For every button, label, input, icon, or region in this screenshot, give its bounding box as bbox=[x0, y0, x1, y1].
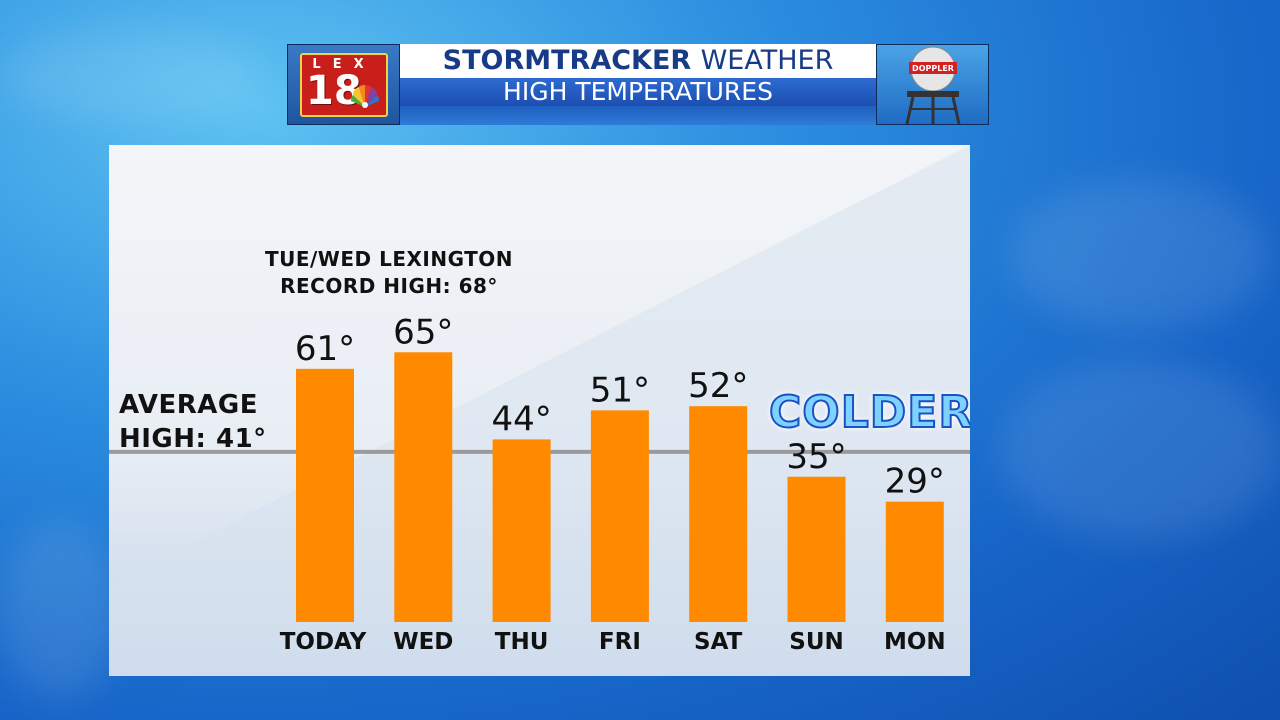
value-label-thu: 44° bbox=[491, 399, 551, 439]
background-cloud bbox=[1000, 360, 1280, 540]
bar-sat bbox=[689, 406, 748, 622]
doppler-radar-logo: DOPPLER bbox=[876, 44, 989, 125]
bar-sun bbox=[787, 476, 846, 622]
category-label-fri: FRI bbox=[599, 629, 641, 655]
average-line1: AVERAGE bbox=[119, 390, 258, 420]
title-banner: STORMTRACKER WEATHER HIGH TEMPERATURES bbox=[400, 44, 876, 125]
title-rest: WEATHER bbox=[700, 45, 834, 76]
radar-text: DOPPLER bbox=[912, 64, 954, 73]
category-label-mon: MON bbox=[884, 629, 946, 655]
title-strip bbox=[400, 106, 876, 125]
bar-chart: 61° TODAY 65° WED 44° THU 51° FRI 52° SAT 35° SUN 29… bbox=[109, 312, 970, 655]
record-note-line1: TUE/WED LEXINGTON bbox=[264, 247, 514, 271]
average-high-label: AVERAGE HIGH: 41° bbox=[119, 388, 267, 456]
station-logo: LEX 18 bbox=[287, 44, 400, 125]
category-label-thu: THU bbox=[495, 629, 549, 655]
background-cloud bbox=[1010, 180, 1270, 330]
bar-mon bbox=[885, 501, 944, 622]
value-label-sun: 35° bbox=[786, 437, 846, 477]
colder-callout: COLDER bbox=[768, 386, 970, 439]
value-label-today: 61° bbox=[295, 329, 355, 369]
bar-wed bbox=[394, 352, 453, 622]
bar-fri bbox=[590, 410, 649, 622]
graphic-header: LEX 18 STORMTRACKER WEATHER HIGH TEMPERA… bbox=[287, 44, 989, 125]
category-label-today: TODAY bbox=[280, 629, 367, 655]
category-label-sun: SUN bbox=[789, 629, 844, 655]
record-high-note: TUE/WED LEXINGTON RECORD HIGH: 68° bbox=[239, 246, 539, 300]
value-label-fri: 51° bbox=[590, 370, 650, 410]
title-bold: STORMTRACKER bbox=[442, 45, 692, 76]
radar-tower-icon: DOPPLER bbox=[905, 46, 961, 124]
average-line2: HIGH: 41° bbox=[119, 424, 267, 454]
bar-thu bbox=[492, 439, 551, 622]
page-subtitle: HIGH TEMPERATURES bbox=[400, 78, 876, 106]
logo-lex-text: LEX bbox=[312, 57, 376, 72]
peacock-icon bbox=[350, 84, 380, 108]
background-cloud bbox=[0, 520, 120, 700]
value-label-wed: 65° bbox=[393, 312, 453, 352]
chart-panel: 61° TODAY 65° WED 44° THU 51° FRI 52° SAT 35° SUN 29… bbox=[109, 145, 970, 676]
record-note-line2: RECORD HIGH: 68° bbox=[280, 274, 498, 298]
bar-today bbox=[296, 368, 354, 622]
background-cloud bbox=[0, 30, 260, 120]
value-label-mon: 29° bbox=[885, 462, 945, 502]
category-label-wed: WED bbox=[393, 629, 453, 655]
category-label-sat: SAT bbox=[694, 629, 743, 655]
title-top-bar: STORMTRACKER WEATHER bbox=[400, 44, 876, 78]
logo-number: 18 bbox=[306, 68, 362, 114]
value-label-sat: 52° bbox=[688, 366, 748, 406]
logo-badge: LEX 18 bbox=[300, 53, 388, 117]
